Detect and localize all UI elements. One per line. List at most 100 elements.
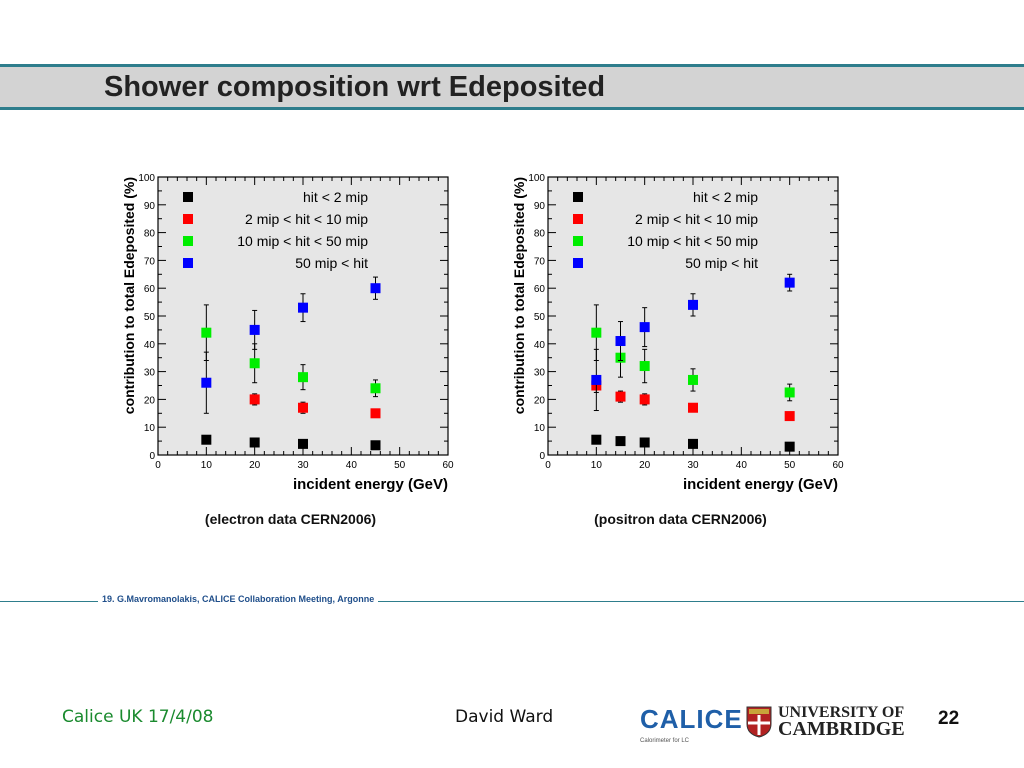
- positron-chart: 0 10 20 30 40 50 60 70 80 90 100 0 10 20 30 40 50 60 incid…: [508, 165, 853, 535]
- electron-chart-svg: 0 10 20 30 40 50 60 70 80 90 100 0 10 20 30 40 50 60 incid…: [121, 173, 454, 493]
- legend-marker: [573, 236, 583, 246]
- y-tick-label: 90: [144, 201, 156, 212]
- legend-marker: [573, 258, 583, 268]
- data-point: [591, 327, 602, 338]
- data-point: [298, 372, 308, 383]
- y-tick-label: 70: [144, 256, 156, 267]
- university-line-2: CAMBRIDGE: [778, 718, 905, 740]
- legend-marker: [183, 192, 193, 202]
- data-point: [370, 383, 381, 394]
- y-tick-label: 20: [144, 395, 156, 406]
- data-point: [688, 438, 698, 449]
- title-bar: Shower composition wrt Edeposited: [0, 64, 1024, 110]
- data-point: [249, 437, 260, 448]
- electron-chart-caption: (electron data CERN2006): [204, 511, 377, 527]
- y-tick-label: 90: [534, 201, 546, 212]
- x-tick-label: 20: [249, 460, 261, 471]
- credit-rule: [0, 601, 1024, 602]
- x-axis-label: incident energy (GeV): [293, 476, 448, 493]
- x-tick-label: 40: [736, 460, 748, 471]
- y-tick-label: 60: [144, 284, 156, 295]
- y-tick-label: 30: [534, 368, 546, 379]
- university-line-1: UNIVERSITY OF: [778, 704, 905, 721]
- electron-chart: 0 10 20 30 40 50 60 70 80 90 100 0 10 20 30 40 50 60 incid…: [118, 165, 463, 535]
- y-tick-label: 30: [144, 368, 156, 379]
- legend-marker: [183, 214, 193, 224]
- y-tick-label: 80: [144, 229, 156, 240]
- data-point: [639, 361, 650, 372]
- calice-logo-text: CALICE: [640, 704, 743, 734]
- data-point: [298, 438, 308, 449]
- data-point: [639, 322, 650, 333]
- y-tick-label: 20: [534, 395, 546, 406]
- y-tick-label: 100: [528, 173, 545, 184]
- x-tick-label: 20: [639, 460, 651, 471]
- legend-marker: [573, 192, 583, 202]
- x-tick-label: 60: [442, 460, 454, 471]
- legend-label: 50 mip < hit: [685, 255, 758, 271]
- x-tick-label: 60: [832, 460, 844, 471]
- x-tick-label: 40: [346, 460, 358, 471]
- y-tick-label: 0: [149, 451, 155, 462]
- y-tick-label: 10: [534, 423, 546, 434]
- data-point: [249, 324, 260, 335]
- footer-author: David Ward: [455, 707, 554, 727]
- x-tick-label: 50: [394, 460, 406, 471]
- y-tick-label: 80: [534, 229, 546, 240]
- positron-chart-svg: 0 10 20 30 40 50 60 70 80 90 100 0 10 20 30 40 50 60 incid…: [511, 173, 844, 493]
- data-point: [249, 358, 260, 369]
- legend-label: 2 mip < hit < 10 mip: [245, 211, 368, 227]
- x-tick-label: 0: [155, 460, 161, 471]
- legend-marker: [573, 214, 583, 224]
- data-point: [591, 374, 602, 385]
- credit-text: 19. G.Mavromanolakis, CALICE Collaborati…: [98, 594, 379, 604]
- legend-label: 2 mip < hit < 10 mip: [635, 211, 758, 227]
- legend-label: 10 mip < hit < 50 mip: [627, 233, 758, 249]
- data-point: [688, 402, 698, 413]
- data-point: [784, 441, 795, 452]
- footer-date: Calice UK 17/4/08: [62, 707, 214, 727]
- x-tick-label: 10: [201, 460, 213, 471]
- data-point: [615, 336, 626, 347]
- calice-logo: CALICE Calorimeter for LC: [638, 702, 742, 750]
- y-tick-label: 10: [144, 423, 156, 434]
- y-tick-label: 40: [144, 340, 156, 351]
- slide-title: Shower composition wrt Edeposited: [104, 71, 606, 103]
- y-axis-label: contribution to total Edeposited (%): [511, 177, 527, 414]
- y-tick-label: 50: [534, 312, 546, 323]
- data-point: [370, 283, 381, 294]
- data-point: [639, 437, 650, 448]
- y-tick-label: 0: [539, 451, 545, 462]
- cambridge-logo-text: UNIVERSITY OF CAMBRIDGE: [778, 704, 905, 740]
- positron-chart-caption: (positron data CERN2006): [594, 511, 767, 527]
- data-point: [688, 374, 698, 385]
- y-axis-label: contribution to total Edeposited (%): [121, 177, 137, 414]
- legend-label: hit < 2 mip: [303, 189, 368, 205]
- data-point: [370, 408, 381, 419]
- data-point: [784, 387, 795, 398]
- data-point: [201, 377, 212, 388]
- data-point: [298, 302, 308, 313]
- x-tick-label: 30: [297, 460, 309, 471]
- y-tick-label: 70: [534, 256, 546, 267]
- data-point: [784, 411, 795, 422]
- x-tick-label: 10: [591, 460, 603, 471]
- legend-label: hit < 2 mip: [693, 189, 758, 205]
- data-point: [784, 277, 795, 288]
- legend-marker: [183, 258, 193, 268]
- data-point: [370, 440, 381, 451]
- cambridge-shield-icon: [746, 706, 772, 738]
- data-point: [298, 402, 308, 413]
- x-axis-label: incident energy (GeV): [683, 476, 838, 493]
- legend-label: 10 mip < hit < 50 mip: [237, 233, 368, 249]
- x-tick-label: 50: [784, 460, 796, 471]
- x-tick-label: 30: [687, 460, 699, 471]
- legend-marker: [183, 236, 193, 246]
- y-tick-label: 100: [138, 173, 155, 184]
- data-point: [201, 327, 212, 338]
- x-tick-label: 0: [545, 460, 551, 471]
- data-point: [201, 434, 212, 445]
- data-point: [615, 391, 626, 402]
- data-point: [249, 394, 260, 405]
- legend-label: 50 mip < hit: [295, 255, 368, 271]
